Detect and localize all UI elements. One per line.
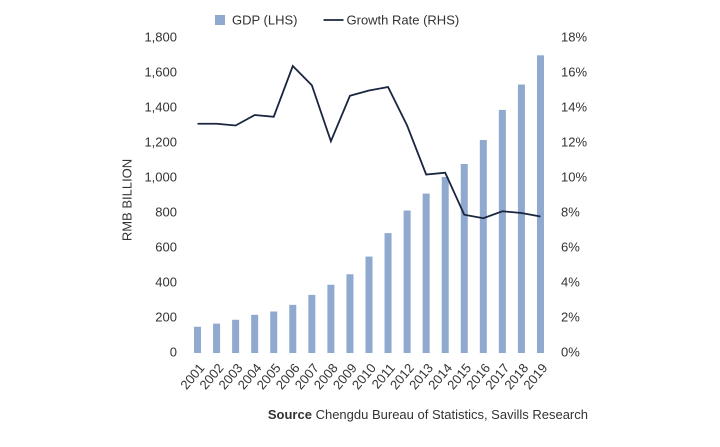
- y2-tick-label: 18%: [561, 29, 587, 44]
- growth-line: [197, 64, 541, 220]
- bar: [365, 256, 373, 353]
- y-tick-label: 1,000: [144, 169, 177, 184]
- y2-tick-label: 8%: [561, 204, 580, 219]
- bar: [517, 84, 525, 354]
- source: Source Chengdu Bureau of Statistics, Sav…: [268, 407, 588, 422]
- y2-tick-label: 0%: [561, 344, 580, 359]
- bar: [270, 311, 278, 353]
- legend-swatch: [215, 15, 225, 25]
- bar: [536, 55, 544, 353]
- bar: [194, 326, 202, 353]
- y2-tick-label: 4%: [561, 274, 580, 289]
- y-tick-label: 400: [155, 274, 177, 289]
- legend-label: GDP (LHS): [232, 12, 298, 27]
- bar: [346, 274, 354, 353]
- bar: [289, 304, 297, 353]
- bar: [403, 210, 411, 353]
- legend-label: Growth Rate (RHS): [347, 12, 460, 27]
- source-text: Chengdu Bureau of Statistics, Savills Re…: [316, 407, 588, 422]
- bar: [441, 176, 449, 353]
- y2-tick-label: 16%: [561, 64, 587, 79]
- y-tick-label: 600: [155, 239, 177, 254]
- y2-tick-label: 2%: [561, 309, 580, 324]
- y-axis-title: RMB BILLION: [119, 159, 134, 241]
- bar: [384, 233, 392, 353]
- bar: [460, 164, 468, 353]
- y-tick-label: 1,400: [144, 99, 177, 114]
- bar: [422, 193, 430, 353]
- bar: [213, 323, 221, 353]
- bar: [498, 109, 506, 353]
- y-tick-label: 200: [155, 309, 177, 324]
- y-tick-label: 1,600: [144, 64, 177, 79]
- y2-tick-label: 6%: [561, 239, 580, 254]
- y-tick-label: 0: [170, 344, 177, 359]
- bar: [251, 314, 259, 353]
- y-tick-label: 800: [155, 204, 177, 219]
- bar: [232, 319, 240, 353]
- source-label: Source: [268, 407, 312, 422]
- bar: [308, 294, 316, 353]
- y2-tick-label: 10%: [561, 169, 587, 184]
- y2-tick-label: 14%: [561, 99, 587, 114]
- y2-tick-label: 12%: [561, 134, 587, 149]
- bar: [327, 284, 335, 353]
- bar: [479, 140, 487, 353]
- y-tick-label: 1,800: [144, 29, 177, 44]
- y-tick-label: 1,200: [144, 134, 177, 149]
